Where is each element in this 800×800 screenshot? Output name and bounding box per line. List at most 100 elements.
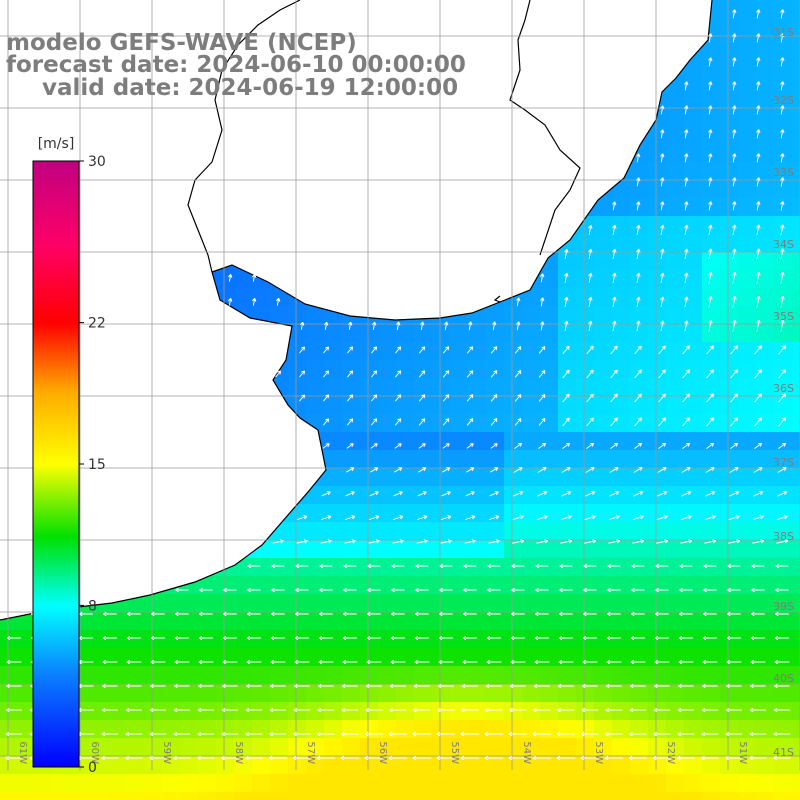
- wind-cell: [504, 702, 523, 721]
- wind-cell: [288, 756, 307, 775]
- wind-cell: [414, 720, 433, 739]
- wind-cell: [360, 486, 379, 505]
- wind-cell: [288, 594, 307, 613]
- wind-cell: [378, 324, 397, 343]
- wind-arrow: [660, 201, 665, 211]
- wind-cell: [324, 504, 343, 523]
- wind-cell: [522, 468, 541, 487]
- wind-cell: [576, 378, 595, 397]
- wind-cell: [414, 360, 433, 379]
- wind-arrow: [533, 707, 551, 713]
- wind-cell: [288, 720, 307, 739]
- wind-cell: [360, 540, 379, 559]
- wind-cell: [252, 612, 271, 631]
- wind-arrow: [174, 611, 189, 617]
- wind-arrow: [465, 467, 475, 473]
- wind-cell: [108, 702, 127, 721]
- wind-cell: [576, 738, 595, 757]
- wind-cell: [720, 378, 739, 397]
- wind-cell: [396, 666, 415, 685]
- wind-cell: [504, 612, 523, 631]
- wind-arrow: [774, 659, 790, 665]
- wind-arrow: [706, 369, 714, 379]
- wind-arrow: [564, 320, 569, 331]
- wind-arrow: [630, 683, 646, 689]
- wind-arrow: [516, 321, 521, 331]
- wind-arrow: [558, 635, 574, 641]
- wind-cell: [288, 774, 307, 793]
- wind-arrow: [390, 659, 406, 665]
- wind-cell: [0, 666, 19, 685]
- wind-arrow: [460, 755, 480, 761]
- wind-cell: [540, 468, 559, 487]
- wind-cell: [306, 792, 325, 800]
- wind-arrow: [726, 683, 742, 689]
- wind-arrow: [754, 442, 763, 450]
- wind-cell: [558, 792, 577, 800]
- wind-arrow: [246, 659, 262, 665]
- wind-cell: [396, 792, 415, 800]
- wind-cell: [792, 162, 800, 181]
- wind-cell: [702, 630, 721, 649]
- wind-cell: [702, 450, 721, 469]
- wind-arrow: [636, 296, 641, 308]
- colorbar-tick-label: 0: [88, 760, 97, 776]
- wind-arrow: [322, 443, 330, 449]
- wind-cell: [522, 792, 541, 800]
- wind-arrow: [198, 683, 214, 689]
- wind-arrow: [270, 683, 286, 689]
- wind-arrow: [682, 442, 691, 450]
- wind-cell: [450, 774, 469, 793]
- wind-cell: [648, 360, 667, 379]
- wind-cell: [360, 594, 379, 613]
- wind-cell: [342, 630, 361, 649]
- wind-arrow: [558, 659, 574, 665]
- wind-arrow: [463, 563, 477, 569]
- wind-arrow: [393, 491, 403, 497]
- wind-cell: [450, 342, 469, 361]
- wind-cell: [234, 756, 253, 775]
- wind-arrow: [485, 683, 502, 689]
- wind-cell: [738, 522, 757, 541]
- wind-cell: [324, 558, 343, 577]
- wind-cell: [684, 540, 703, 559]
- wind-cell: [468, 486, 487, 505]
- wind-arrow: [197, 707, 214, 713]
- wind-arrow: [342, 635, 358, 641]
- wind-cell: [684, 612, 703, 631]
- wind-cell: [720, 126, 739, 145]
- wind-cell: [288, 360, 307, 379]
- wind-cell: [306, 756, 325, 775]
- wind-cell: [756, 306, 775, 325]
- wind-cell: [594, 594, 613, 613]
- wind-cell: [288, 306, 307, 325]
- wind-arrow: [610, 345, 618, 355]
- wind-arrow: [416, 539, 428, 544]
- wind-arrow: [580, 755, 600, 761]
- wind-arrow: [684, 201, 689, 211]
- wind-cell: [486, 414, 505, 433]
- wind-arrow: [606, 659, 622, 665]
- wind-cell: [612, 396, 631, 415]
- wind-cell: [306, 630, 325, 649]
- wind-cell: [162, 792, 181, 800]
- wind-cell: [630, 324, 649, 343]
- wind-arrow: [588, 248, 593, 259]
- wind-arrow: [708, 81, 713, 91]
- wind-arrow: [658, 417, 666, 427]
- wind-arrow: [708, 296, 713, 308]
- wind-arrow: [396, 321, 401, 331]
- wind-cell: [396, 360, 415, 379]
- wind-cell: [342, 414, 361, 433]
- wind-arrow: [317, 683, 334, 689]
- wind-arrow: [534, 611, 549, 617]
- wind-arrow: [658, 393, 666, 403]
- wind-arrow: [658, 369, 666, 379]
- wind-cell: [702, 666, 721, 685]
- wind-arrow: [556, 755, 576, 761]
- wind-cell: [54, 792, 73, 800]
- wind-arrow: [557, 707, 575, 713]
- wind-arrow: [708, 224, 713, 236]
- wind-cell: [18, 774, 37, 793]
- wind-arrow: [732, 319, 737, 332]
